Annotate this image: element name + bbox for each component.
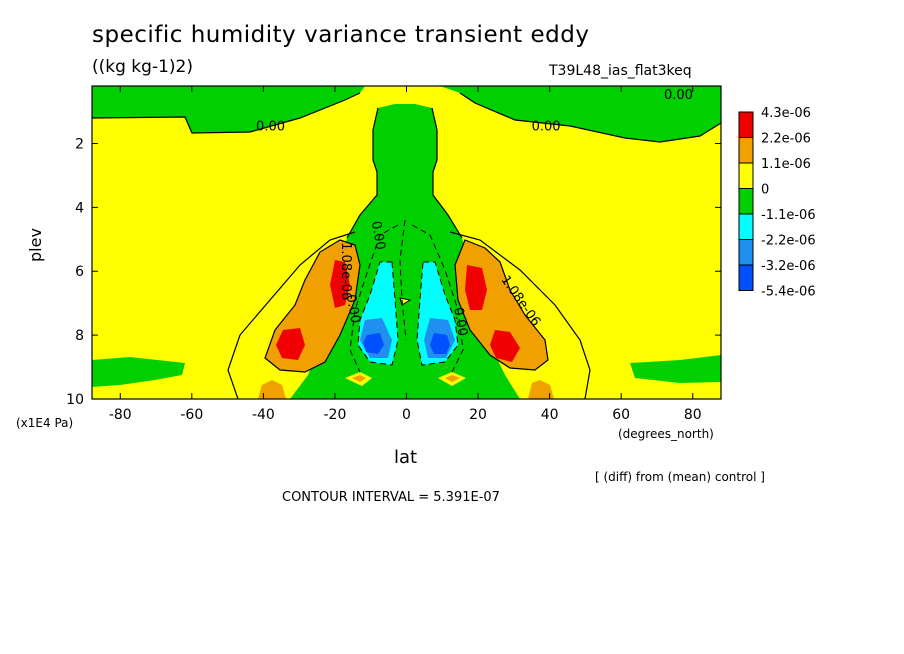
contour-column-right — [431, 107, 463, 239]
y-axis-title: plev — [26, 228, 45, 262]
y-tick-label: 10 — [66, 392, 84, 408]
contour-interval: CONTOUR INTERVAL = 5.391E-07 — [282, 490, 500, 505]
x-tick-label: -40 — [252, 407, 275, 423]
contour-outer-left — [227, 231, 356, 399]
contour-label: 0.00 — [343, 293, 363, 324]
green-band-upper-right — [440, 86, 721, 142]
legend-label: -2.2e-06 — [761, 234, 816, 249]
dashed-contour-center — [399, 219, 407, 341]
x-tick-label: -20 — [324, 407, 347, 423]
blue-core-right — [430, 333, 450, 354]
contour-label: 0.00 — [664, 88, 693, 103]
legend-label: -5.4e-06 — [761, 285, 816, 300]
contour-column-left — [346, 107, 379, 239]
x-tick-label: -80 — [109, 407, 132, 423]
contour-upper-left — [92, 92, 361, 134]
x-tick-label: 20 — [469, 407, 487, 423]
x-axis: -80 -60 -40 -20 0 20 40 60 80 — [109, 86, 702, 423]
contour-lines — [92, 92, 721, 399]
red-core-right-upper — [465, 265, 487, 310]
legend-label: -1.1e-06 — [761, 208, 816, 223]
legend-label: -3.2e-06 — [761, 259, 816, 274]
chart-title: specific humidity variance transient edd… — [92, 22, 590, 48]
green-band-upper-left — [92, 86, 365, 133]
x-axis-units: (degrees_north) — [618, 427, 714, 441]
dashed-contour-right-1 — [411, 224, 464, 373]
x-tick-label: -60 — [180, 407, 203, 423]
blue-core-left — [363, 333, 384, 354]
y-tick-label: 6 — [75, 264, 84, 280]
legend-swatch — [738, 188, 754, 215]
orange-surface-right — [528, 380, 554, 399]
x-axis-title: lat — [394, 447, 418, 468]
legend-swatch — [738, 111, 754, 138]
experiment-name: T39L48_ias_flat3keq — [549, 63, 692, 79]
y-tick-label: 8 — [75, 328, 84, 344]
legend-swatch — [738, 137, 754, 164]
contour-outer-right — [449, 231, 591, 399]
legend-label: 1.1e-06 — [761, 157, 811, 172]
surface-blob-left-inner — [352, 375, 366, 382]
contour-label: 0.00 — [368, 220, 388, 251]
x-tick-label: 0 — [402, 407, 411, 423]
y-tick-label: 4 — [75, 200, 84, 216]
diff-note: [ (diff) from (mean) control ] — [595, 470, 765, 484]
red-core-right-lower — [490, 330, 520, 362]
contour-label: 0.00 — [532, 120, 561, 135]
contour-upper-right — [459, 92, 721, 143]
green-band-lower-right — [630, 355, 721, 383]
orange-surface-left — [258, 380, 286, 399]
legend-label: 0 — [761, 183, 769, 198]
y-axis-units: (x1E4 Pa) — [16, 416, 74, 430]
surface-blob-right-inner — [445, 375, 460, 382]
dashed-contours — [349, 219, 464, 373]
red-core-left-upper — [330, 260, 350, 308]
contour-orange-right — [454, 239, 549, 371]
legend-swatch — [738, 162, 754, 189]
legend-swatch — [738, 213, 754, 240]
legend-label: 4.3e-06 — [761, 106, 811, 121]
legend-swatch — [738, 264, 754, 291]
legend-swatch — [738, 239, 754, 266]
contour-field: 0.000.00 0.000.000.00 0.001.08e-061.08e-06 — [92, 86, 721, 399]
color-legend: 4.3e-06 2.2e-06 1.1e-06 0 -1.1e-06 -2.2e-06 -3… — [738, 106, 816, 300]
chart-units: ((kg kg-1)2) — [92, 57, 193, 77]
y-tick-label: 2 — [75, 136, 84, 152]
red-core-left-lower — [276, 328, 305, 360]
contour-label: 1.08e-06 — [338, 242, 353, 300]
x-tick-label: 80 — [684, 407, 702, 423]
contour-label: 0.00 — [256, 120, 285, 135]
contour-orange-left — [264, 239, 361, 373]
green-column-center — [290, 104, 520, 399]
contour-label: 0.00 — [450, 306, 470, 337]
legend-label: 2.2e-06 — [761, 132, 811, 147]
x-tick-label: 60 — [612, 407, 630, 423]
green-band-lower-left — [92, 357, 185, 387]
dashed-contour-left-1 — [349, 224, 399, 373]
x-tick-label: 40 — [541, 407, 559, 423]
y-axis: 2 4 6 8 10 — [66, 136, 721, 408]
